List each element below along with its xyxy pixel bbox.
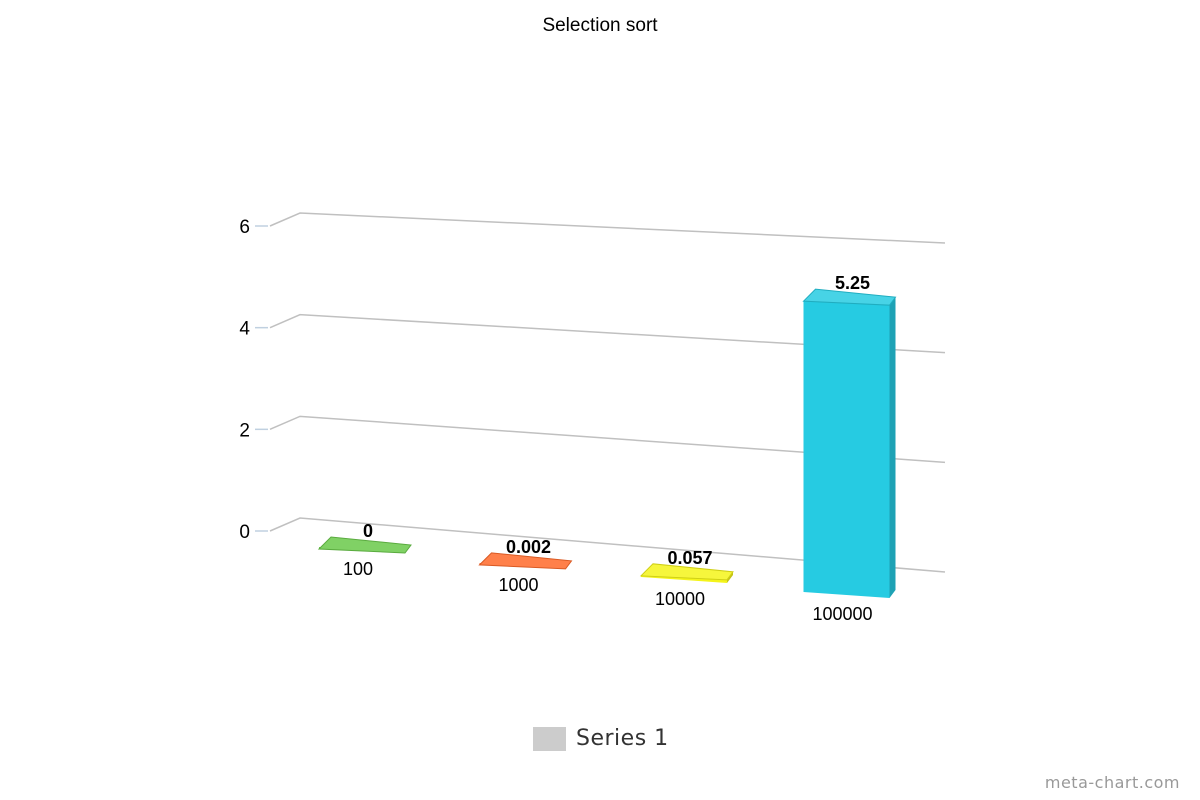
gridline: [269, 517, 946, 573]
legend-label: Series 1: [576, 726, 669, 751]
y-tick-label: 2: [239, 420, 250, 441]
legend-swatch: [533, 726, 566, 751]
data-label: 0.057: [667, 548, 712, 568]
bar-top: [317, 536, 412, 554]
y-tick-label: 0: [239, 522, 250, 543]
data-label: 5.25: [835, 273, 870, 293]
gridline: [269, 313, 946, 354]
x-tick-label: 10000: [655, 589, 705, 609]
y-tick-label: 4: [239, 319, 250, 340]
x-tick-label: 1000: [498, 575, 538, 595]
bar-top: [639, 563, 734, 581]
x-tick-label: 100: [343, 559, 373, 579]
data-label: 0: [363, 521, 373, 541]
gridline: [269, 415, 946, 464]
gridline: [269, 212, 946, 244]
bar-front: [803, 301, 890, 598]
bar-top: [478, 552, 573, 570]
bar-front: [641, 575, 727, 583]
y-tick-label: 6: [239, 217, 250, 238]
chart-title: Selection sort: [542, 15, 658, 36]
bar-side: [889, 297, 896, 598]
x-tick-label: 100000: [812, 604, 872, 624]
watermark: meta-chart.com: [1044, 773, 1180, 792]
legend[interactable]: Series 1: [533, 726, 669, 751]
bar-top: [802, 288, 897, 306]
data-label: 0.002: [506, 537, 551, 557]
